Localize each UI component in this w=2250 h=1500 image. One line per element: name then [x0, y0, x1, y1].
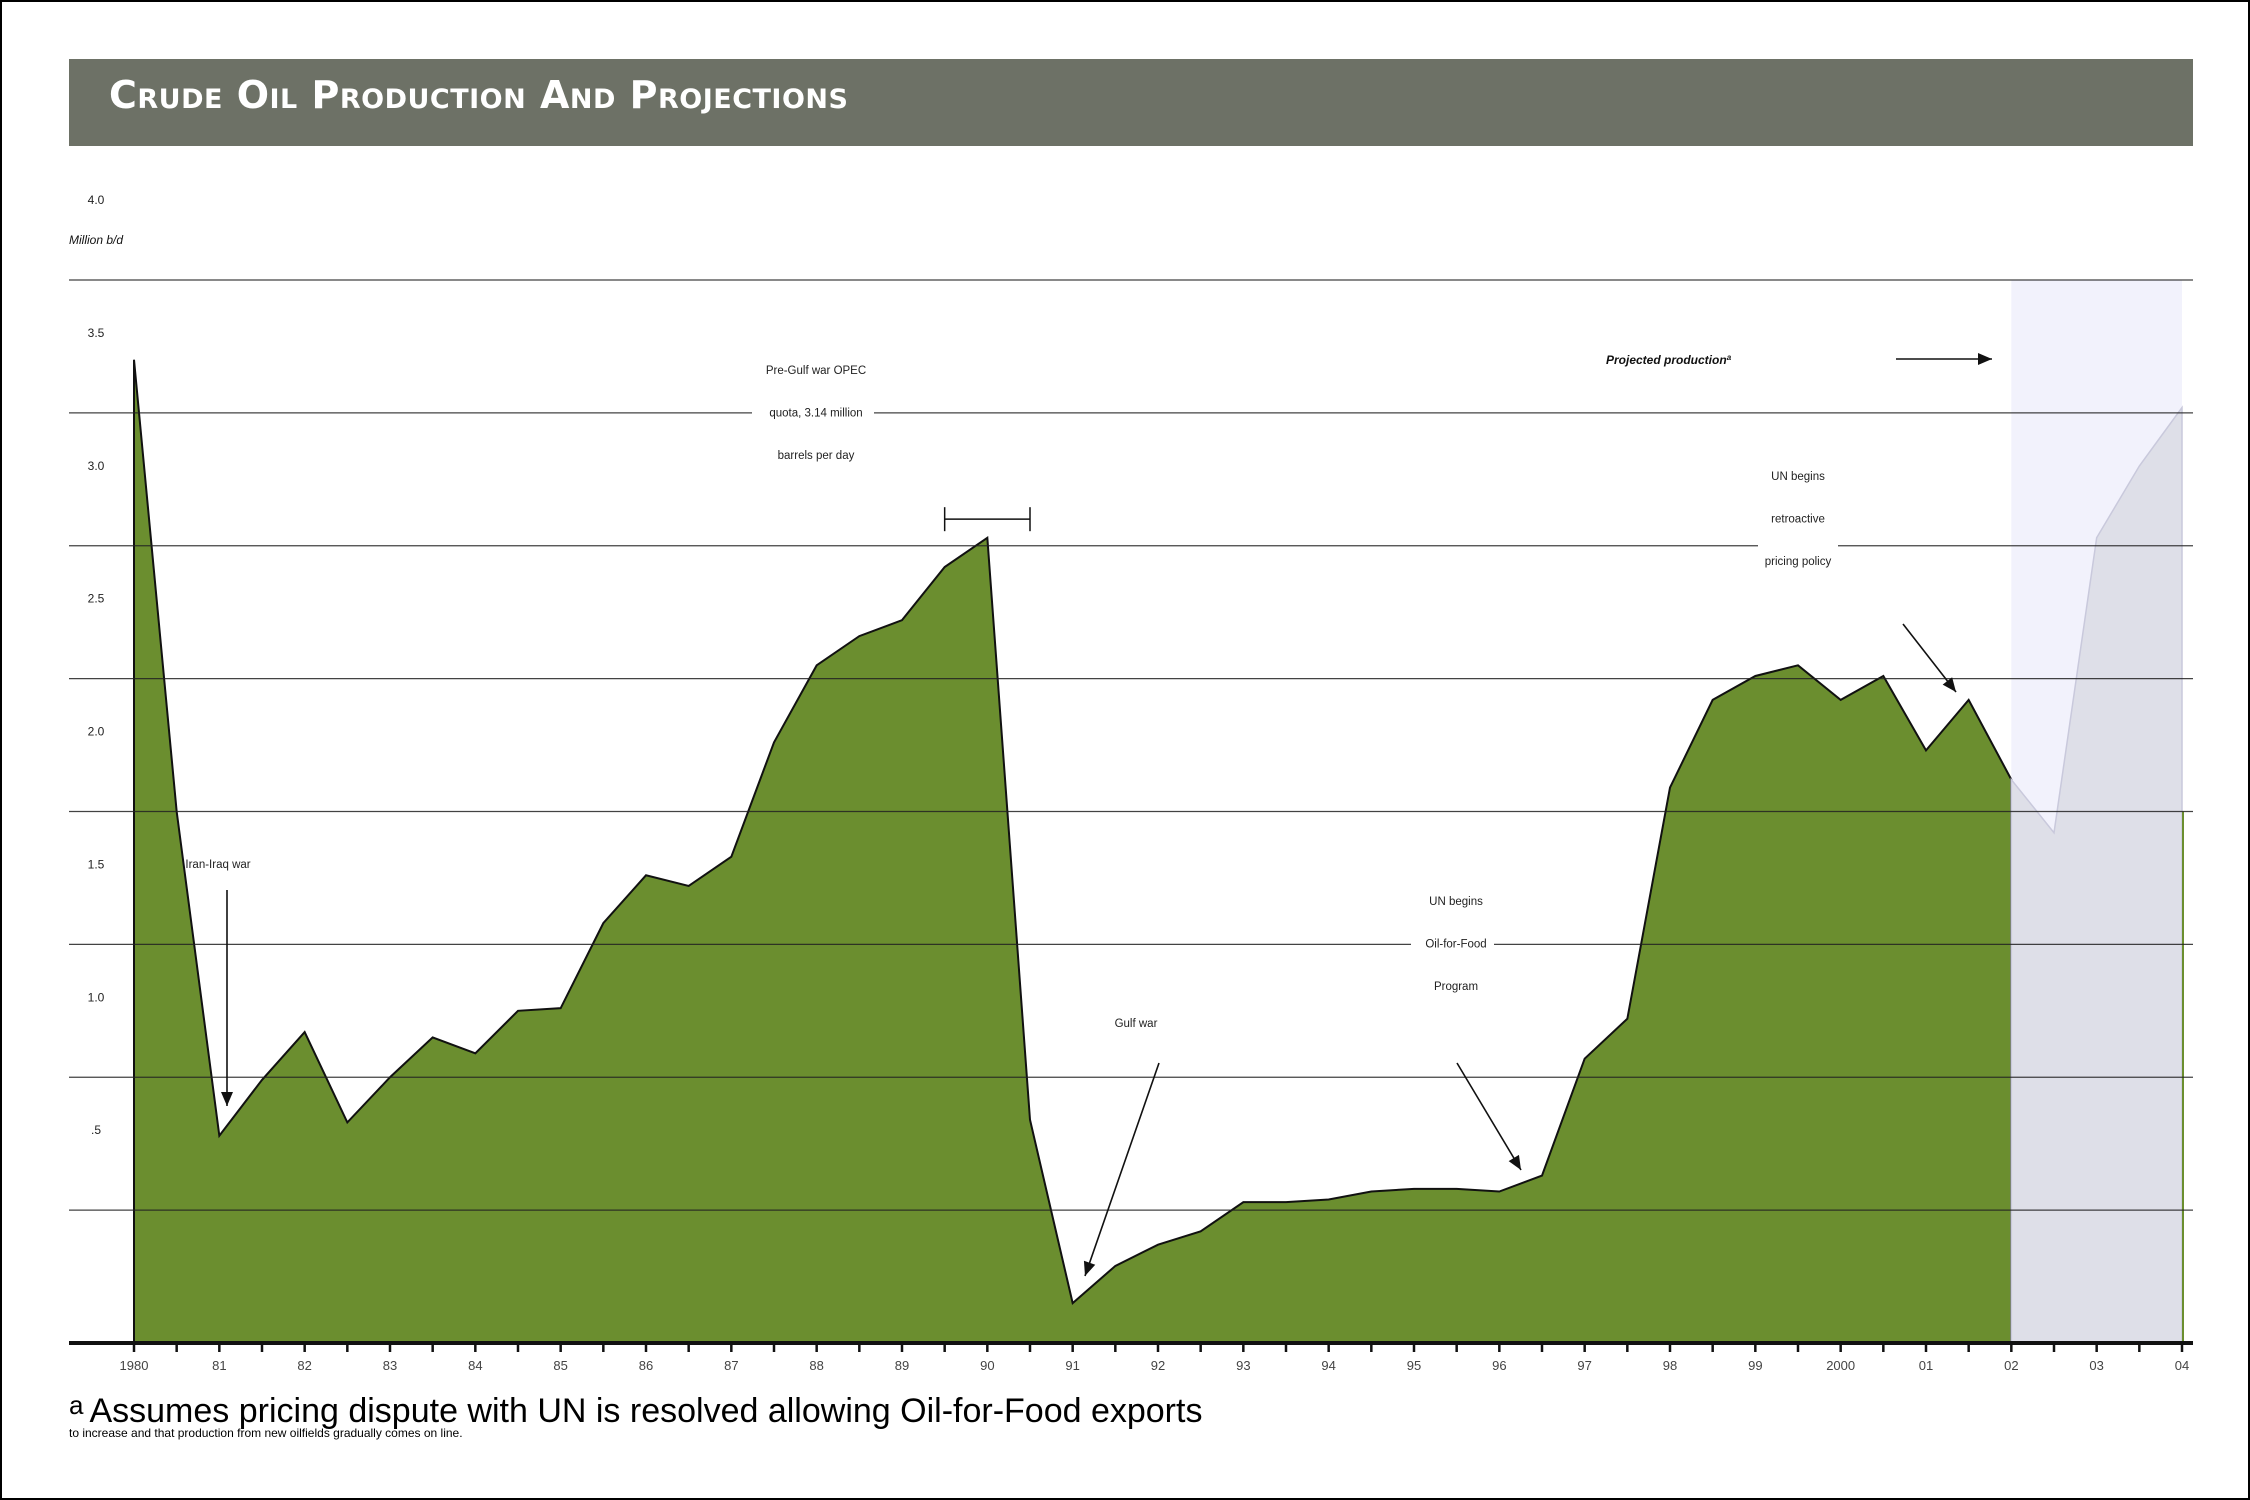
y-tick-label: 4.0 — [88, 193, 105, 207]
y-axis-label: Million b/d — [69, 233, 123, 247]
page-title: Crude Oil Production And Projections — [109, 73, 849, 117]
annotation-opec-quota: Pre-Gulf war OPEC — [766, 365, 866, 377]
arrow-iran-iraq-war-head — [221, 1092, 233, 1106]
x-tick-label: 89 — [895, 1358, 909, 1373]
x-tick-label: 87 — [724, 1358, 738, 1373]
arrow-oil-for-food-line — [1456, 1062, 1522, 1171]
x-tick-label: 92 — [1151, 1358, 1165, 1373]
projected-production-label: Projected production — [1606, 353, 1727, 367]
y-tick-label: 1.5 — [88, 857, 105, 871]
arrow-retroactive-pricing-line — [1902, 623, 1957, 693]
production-area — [133, 359, 2013, 1344]
annotation-oil-for-food: Program — [1434, 981, 1478, 993]
arrow-retroactive-pricing-head — [1942, 677, 1956, 692]
x-tick-label: 03 — [2089, 1358, 2103, 1373]
x-tick-label: 83 — [383, 1358, 397, 1373]
x-tick-label: 98 — [1663, 1358, 1677, 1373]
x-tick-label: 84 — [468, 1358, 482, 1373]
x-tick-label: 97 — [1577, 1358, 1591, 1373]
footnote-continuation: to increase and that production from new… — [69, 1426, 463, 1440]
title-banner: Crude Oil Production And Projections — [69, 59, 2193, 146]
x-tick-label: 01 — [1919, 1358, 1933, 1373]
arrow-gulf-war-head — [1083, 1260, 1096, 1276]
annotation-oil-for-food: Oil-for-Food — [1425, 939, 1486, 951]
footnote-text: Assumes pricing dispute with UN is resol… — [89, 1392, 1203, 1430]
x-tick-label: 95 — [1407, 1358, 1421, 1373]
projected-production-footnote-marker: a — [1727, 353, 1732, 362]
footnote-marker: a — [69, 1390, 84, 1420]
annotation-opec-quota: barrels per day — [778, 450, 855, 462]
arrow-oil-for-food-head — [1508, 1154, 1521, 1170]
x-tick-label: 85 — [553, 1358, 567, 1373]
y-tick-label: 3.0 — [88, 459, 105, 473]
annotation-opec-quota: quota, 3.14 million — [769, 408, 862, 420]
x-tick-label: 91 — [1065, 1358, 1079, 1373]
arrow-gulf-war-line — [1084, 1062, 1160, 1277]
y-tick-label: 3.5 — [88, 326, 105, 340]
x-tick-label: 02 — [2004, 1358, 2018, 1373]
x-tick-label: 86 — [639, 1358, 653, 1373]
footnote: a Assumes pricing dispute with UN is reso… — [69, 1390, 1203, 1431]
annotation-iran-iraq-war: Iran-Iraq war — [185, 859, 250, 871]
annotation-retroactive-pricing: retroactive — [1771, 514, 1825, 526]
x-tick-label: 90 — [980, 1358, 994, 1373]
annotation-retroactive-pricing: UN begins — [1771, 471, 1825, 483]
x-tick-label: 88 — [809, 1358, 823, 1373]
annotation-retroactive-pricing: pricing policy — [1765, 556, 1832, 568]
annotation-projected-production: Projected productiona — [1606, 353, 1732, 367]
x-tick-label: 82 — [297, 1358, 311, 1373]
y-tick-label: 2.0 — [88, 725, 105, 739]
y-tick-label: .5 — [91, 1123, 101, 1137]
y-tick-label: 1.0 — [88, 990, 105, 1004]
x-tick-label: 1980 — [120, 1358, 149, 1373]
x-tick-label: 2000 — [1826, 1358, 1855, 1373]
x-tick-label: 04 — [2175, 1358, 2189, 1373]
x-tick-label: 93 — [1236, 1358, 1250, 1373]
arrow-projected-production-head — [1978, 353, 1992, 365]
x-tick-label: 96 — [1492, 1358, 1506, 1373]
y-tick-label: 2.5 — [88, 592, 105, 606]
x-tick-label: 94 — [1321, 1358, 1335, 1373]
annotation-oil-for-food: UN begins — [1429, 896, 1483, 908]
annotation-gulf-war: Gulf war — [1115, 1018, 1158, 1030]
x-tick-label: 81 — [212, 1358, 226, 1373]
x-tick-label: 99 — [1748, 1358, 1762, 1373]
